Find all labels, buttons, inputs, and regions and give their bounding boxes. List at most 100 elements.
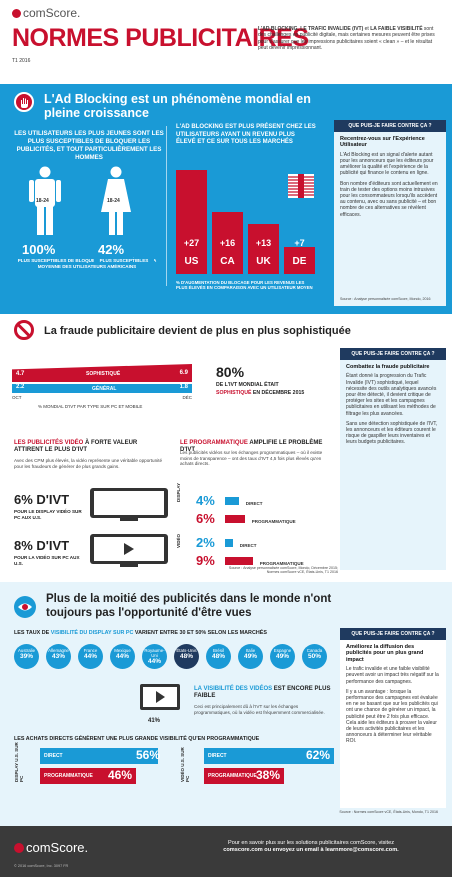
period-label: T1 2016 <box>12 58 31 64</box>
display-direct-bar: DIRECT <box>40 748 158 764</box>
video-visibility-description: Ceci est principalement dû à l'IVT sur l… <box>194 704 325 715</box>
income-bar-value: +7 <box>294 238 305 248</box>
sidebar-title: Combattez la fraude publicitaire <box>346 364 430 370</box>
big-line1: DE L'IVT MONDIAL ÉTAIT <box>216 382 279 388</box>
direct-heading: LES ACHATS DIRECTS GÉNÈRENT UNE PLUS GRA… <box>14 736 260 742</box>
month-right: DÉC <box>182 395 192 400</box>
display-tag: DISPLAY <box>176 482 181 502</box>
video-prog-bar: PROGRAMMATIQUE <box>204 768 284 784</box>
big-line2: SOPHISTIQUÉ EN DÉCEMBRE 2015 <box>216 390 305 396</box>
fraud-section: La fraude publicitaire devient de plus e… <box>0 316 452 580</box>
income-bar-chart: +27 US +16 CA +13 UK +7 DE <box>176 160 318 276</box>
general-band <box>12 384 192 393</box>
footer-cta: Pour en savoir plus sur les solutions pu… <box>180 840 442 855</box>
viewability-title: Plus de la moitié des publicités dans le… <box>46 593 332 619</box>
sidebar-heading: QUE PUIS-JE FAIRE CONTRE ÇA ? <box>340 348 446 360</box>
ivt-chart: 4.7 SOPHISTIQUÉ 6.9 2.2 GÉNÉRAL 1.8 OCT … <box>12 364 192 414</box>
income-bar-value: +27 <box>183 238 200 248</box>
video-visibility-heading: LA VISIBILITÉ DES VIDÉOS EST ENCORE PLUS… <box>194 686 331 700</box>
market-bubble: Australie 39% <box>14 644 39 669</box>
woman-age-label: 18-24 <box>107 198 120 204</box>
video-prog-row: 9% PROGRAMMATIQUE <box>196 553 304 568</box>
video-direct-value: 62% <box>306 748 331 762</box>
ivt-chart-caption: % MONDIAL D'IVT PAR TYPE SUR PC ET MOBIL… <box>38 404 143 409</box>
big-percent: 80% <box>216 364 245 380</box>
sidebar-paragraph: Il y a un avantage : lorsque la performa… <box>346 688 438 745</box>
display-direct-row: 4% DIRECT <box>196 493 263 508</box>
adblock-sidebar: QUE PUIS-JE FAIRE CONTRE ÇA ? Recentrez-… <box>334 120 446 306</box>
display-prog-row: 6% PROGRAMMATIQUE <box>196 511 296 526</box>
income-bar-country: UK <box>256 256 271 267</box>
adblock-section: L'Ad Blocking est un phénomène mondial e… <box>0 84 452 314</box>
income-bar-country: DE <box>292 256 307 267</box>
eye-icon <box>14 596 36 618</box>
income-bar <box>284 247 315 274</box>
footer: comScore. © 2016 comScore, Inc. 3097 FR … <box>0 826 452 877</box>
sidebar-heading: QUE PUIS-JE FAIRE CONTRE ÇA ? <box>334 120 446 132</box>
sophisticated-band <box>12 364 192 382</box>
money-stack-icon <box>288 174 314 198</box>
divider <box>166 126 167 286</box>
video-direct-bar: DIRECT <box>204 748 334 764</box>
direct-swatch <box>225 539 234 547</box>
direct-swatch <box>225 497 240 505</box>
soph-right-value: 6.9 <box>179 370 188 376</box>
income-bar <box>248 223 279 274</box>
gen-left-value: 2.2 <box>16 384 25 390</box>
fraud-title: La fraude publicitaire devient de plus e… <box>44 325 351 337</box>
source-note: Source : Analyse personnalisée comScore,… <box>340 296 431 301</box>
income-bar-country: CA <box>220 256 235 267</box>
income-bar-country: US <box>184 256 199 267</box>
prog-swatch <box>225 515 246 523</box>
income-bar-value: +13 <box>255 238 272 248</box>
sidebar-title: Recentrez-vous sur l'Expérience Utilisat… <box>340 136 425 149</box>
video-vis-tag: VIDÉO U.S. SUR PC <box>180 747 190 782</box>
income-bar-value: +16 <box>219 238 236 248</box>
soph-label: SOPHISTIQUÉ <box>86 371 121 377</box>
logo-mark-icon <box>12 9 21 18</box>
rates-heading: LES TAUX DE VISIBILITÉ DU DISPLAY SUR PC… <box>14 630 267 636</box>
video-tag: VIDÉO <box>176 533 181 548</box>
display-ivt-label: POUR LE DISPLAY VIDÉO SUR PC AUX U.S. <box>14 509 82 520</box>
sidebar-heading: QUE PUIS-JE FAIRE CONTRE ÇA ? <box>340 628 446 640</box>
video-ivt-label: POUR LA VIDÉO SUR PC AUX U.S. <box>14 555 80 566</box>
display-ivt: 6% D'IVT <box>14 492 70 507</box>
logo-mark-icon <box>14 843 24 853</box>
sidebar-title: Améliorez la diffusion des publicités po… <box>346 644 424 663</box>
video-prog-value: 38% <box>256 768 281 782</box>
gen-right-value: 1.8 <box>179 384 188 390</box>
intro-text: L'AD BLOCKING, LE TRAFIC INVALIDE (IVT) … <box>258 26 435 51</box>
sidebar-paragraph: Bon nombre d'éditeurs sont actuellement … <box>340 180 438 218</box>
video-monitor-icon <box>90 534 176 568</box>
prohibited-icon <box>14 320 34 340</box>
footer-logo: comScore. <box>14 840 88 855</box>
programmatic-description: Les publicités vidéos sur les échanges p… <box>180 450 323 467</box>
young-users-text: LES UTILISATEURS LES PLUS JEUNES SONT LE… <box>14 130 164 161</box>
video-heading: LES PUBLICITÉS VIDÉO À FORTE VALEUR ATTI… <box>14 440 138 454</box>
sidebar-paragraph: L'Ad Blocking est un signal d'alerte aut… <box>340 151 434 177</box>
video-direct-row: 2% DIRECT <box>196 535 257 550</box>
footer-copyright: © 2016 comScore, Inc. 3097 FR <box>14 864 69 868</box>
display-prog-bar: PROGRAMMATIQUE <box>40 768 136 784</box>
play-icon <box>156 691 165 703</box>
sidebar-body: Combattez la fraude publicitaire Étant d… <box>340 360 446 454</box>
man-icon <box>29 166 61 235</box>
video-description: Avec des CPM plus élevés, la vidéo repré… <box>14 458 163 469</box>
month-left: OCT <box>12 395 22 400</box>
sidebar-paragraph: Le trafic invalide et une faible visibil… <box>346 666 439 685</box>
market-bubble: Mexique 44% <box>110 644 135 669</box>
adblock-title: L'Ad Blocking est un phénomène mondial e… <box>44 92 311 120</box>
income-caption: % D'AUGMENTATION DU BLOCAGE POUR LES REV… <box>176 280 313 291</box>
woman-icon <box>101 166 131 235</box>
market-bubble: Canada 50% <box>302 644 327 669</box>
viewability-source: Source : Normes comScore vCE, États-Unis… <box>339 810 438 814</box>
viewability-section: Plus de la moitié des publicités dans le… <box>0 582 452 826</box>
sidebar-body: Recentrez-vous sur l'Expérience Utilisat… <box>334 132 446 226</box>
contact-link[interactable]: comscore.com ou envoyez un email à learn… <box>223 847 399 854</box>
display-prog-value: 46% <box>108 768 133 782</box>
market-bubble: Royaume-Uni 44% <box>142 644 167 669</box>
women-label: PLUS SUSCEPTIBLES <box>94 258 154 264</box>
man-age-label: 18-24 <box>36 198 49 204</box>
market-bubble: France 44% <box>78 644 103 669</box>
market-bubble: Brésil 48% <box>206 644 231 669</box>
